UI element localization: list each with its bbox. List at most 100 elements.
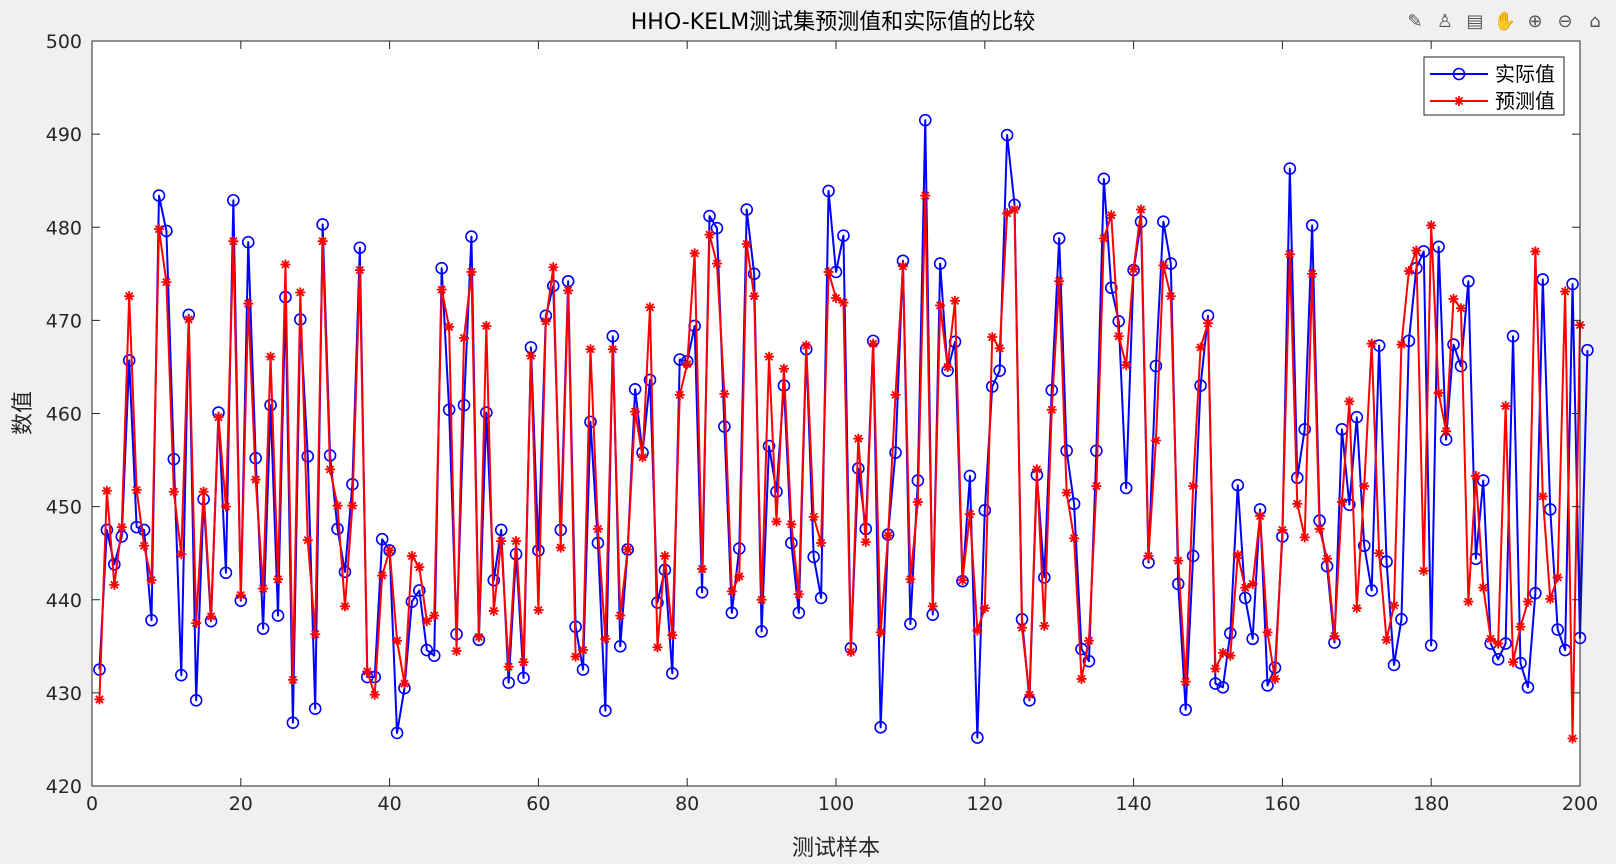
data-point [837, 229, 850, 242]
data-point [1395, 613, 1408, 626]
data-point [1536, 273, 1550, 286]
data-point [905, 574, 916, 585]
data-point [563, 285, 574, 296]
data-point [600, 633, 611, 644]
zoom-out-icon[interactable]: ⊖ [1557, 10, 1573, 32]
data-point [770, 485, 783, 499]
data-point [488, 605, 499, 616]
data-point [1216, 680, 1230, 694]
x-tick-label: 160 [1264, 793, 1300, 815]
data-point [1009, 204, 1020, 215]
data-point [339, 601, 350, 612]
x-tick-label: 80 [675, 793, 699, 815]
brush-icon[interactable]: ✎ [1407, 10, 1423, 32]
data-point [325, 464, 336, 475]
data-point [1307, 268, 1318, 279]
ticks-layer: 0 20 40 60 80 100 120 140 160 180 200 420 430 440 450 4… [46, 31, 1598, 815]
legend-item[interactable]: 实际值 [1430, 62, 1555, 86]
data-tips-icon[interactable]: ♙ [1436, 10, 1454, 32]
data-point [1537, 491, 1548, 502]
data-point [1350, 410, 1364, 424]
data-point [1149, 359, 1163, 373]
data-point [1039, 620, 1050, 631]
data-point [377, 570, 388, 581]
x-tick-label: 0 [86, 793, 98, 815]
data-point [152, 189, 166, 202]
data-point [749, 291, 760, 302]
data-point [599, 704, 612, 717]
data-point [1305, 219, 1319, 232]
data-point [972, 625, 983, 636]
data-point [1433, 388, 1444, 399]
data-point [1380, 555, 1393, 568]
data-point [703, 209, 716, 223]
data-point [1255, 510, 1266, 521]
data-point [265, 351, 276, 362]
data-point [480, 406, 493, 419]
data-point [1463, 596, 1474, 607]
legend-item[interactable]: 预测值 [1430, 89, 1555, 113]
data-point [1128, 264, 1139, 275]
data-point [137, 523, 151, 537]
data-point [1411, 245, 1422, 256]
home-icon[interactable]: ⌂ [1589, 10, 1601, 32]
data-point [1106, 210, 1117, 221]
data-point [1387, 658, 1401, 672]
data-point [674, 389, 685, 400]
data-point [213, 412, 224, 423]
data-point [971, 731, 984, 744]
data-point [838, 297, 849, 308]
data-point [897, 261, 908, 272]
data-point [94, 694, 105, 705]
data-point [963, 469, 977, 483]
data-point [704, 229, 715, 240]
data-point [607, 344, 618, 355]
data-point [354, 265, 365, 276]
data-point [145, 613, 158, 627]
data-point [1136, 204, 1147, 215]
data-point [1098, 233, 1109, 244]
data-point [771, 516, 782, 527]
data-point [682, 359, 693, 370]
data-point [652, 642, 663, 653]
data-point [220, 501, 231, 512]
y-axis-label: 数值 [11, 391, 36, 435]
x-axis-label: 测试样本 [792, 836, 880, 860]
data-point [964, 509, 975, 520]
data-point [457, 398, 471, 412]
data-point [451, 645, 462, 656]
data-point [1581, 343, 1594, 357]
data-point [1441, 426, 1452, 437]
data-point [1403, 266, 1414, 277]
pan-icon[interactable]: ✋ [1493, 10, 1517, 32]
data-point [1246, 632, 1259, 646]
x-tick-label: 40 [378, 793, 402, 815]
data-point [406, 550, 417, 561]
data-point [637, 452, 648, 463]
zoom-in-icon[interactable]: ⊕ [1527, 10, 1543, 32]
data-point [1359, 481, 1370, 492]
data-point [494, 523, 508, 537]
data-point [801, 340, 812, 351]
series-actual [93, 113, 1594, 744]
data-point [673, 353, 687, 366]
data-point [413, 584, 426, 597]
data-point [1336, 496, 1347, 507]
data-point [570, 651, 581, 662]
data-point [978, 504, 992, 517]
data-point [235, 590, 246, 601]
data-point [1217, 647, 1228, 658]
data-point [666, 667, 679, 680]
data-point [933, 257, 947, 270]
data-point [241, 235, 255, 249]
data-point [146, 575, 157, 586]
save-icon[interactable]: ▤ [1466, 10, 1484, 32]
data-point [100, 523, 114, 537]
data-point [606, 329, 620, 343]
data-point [904, 617, 917, 631]
data-point [630, 406, 641, 417]
data-point [131, 484, 142, 495]
data-point [139, 540, 150, 551]
